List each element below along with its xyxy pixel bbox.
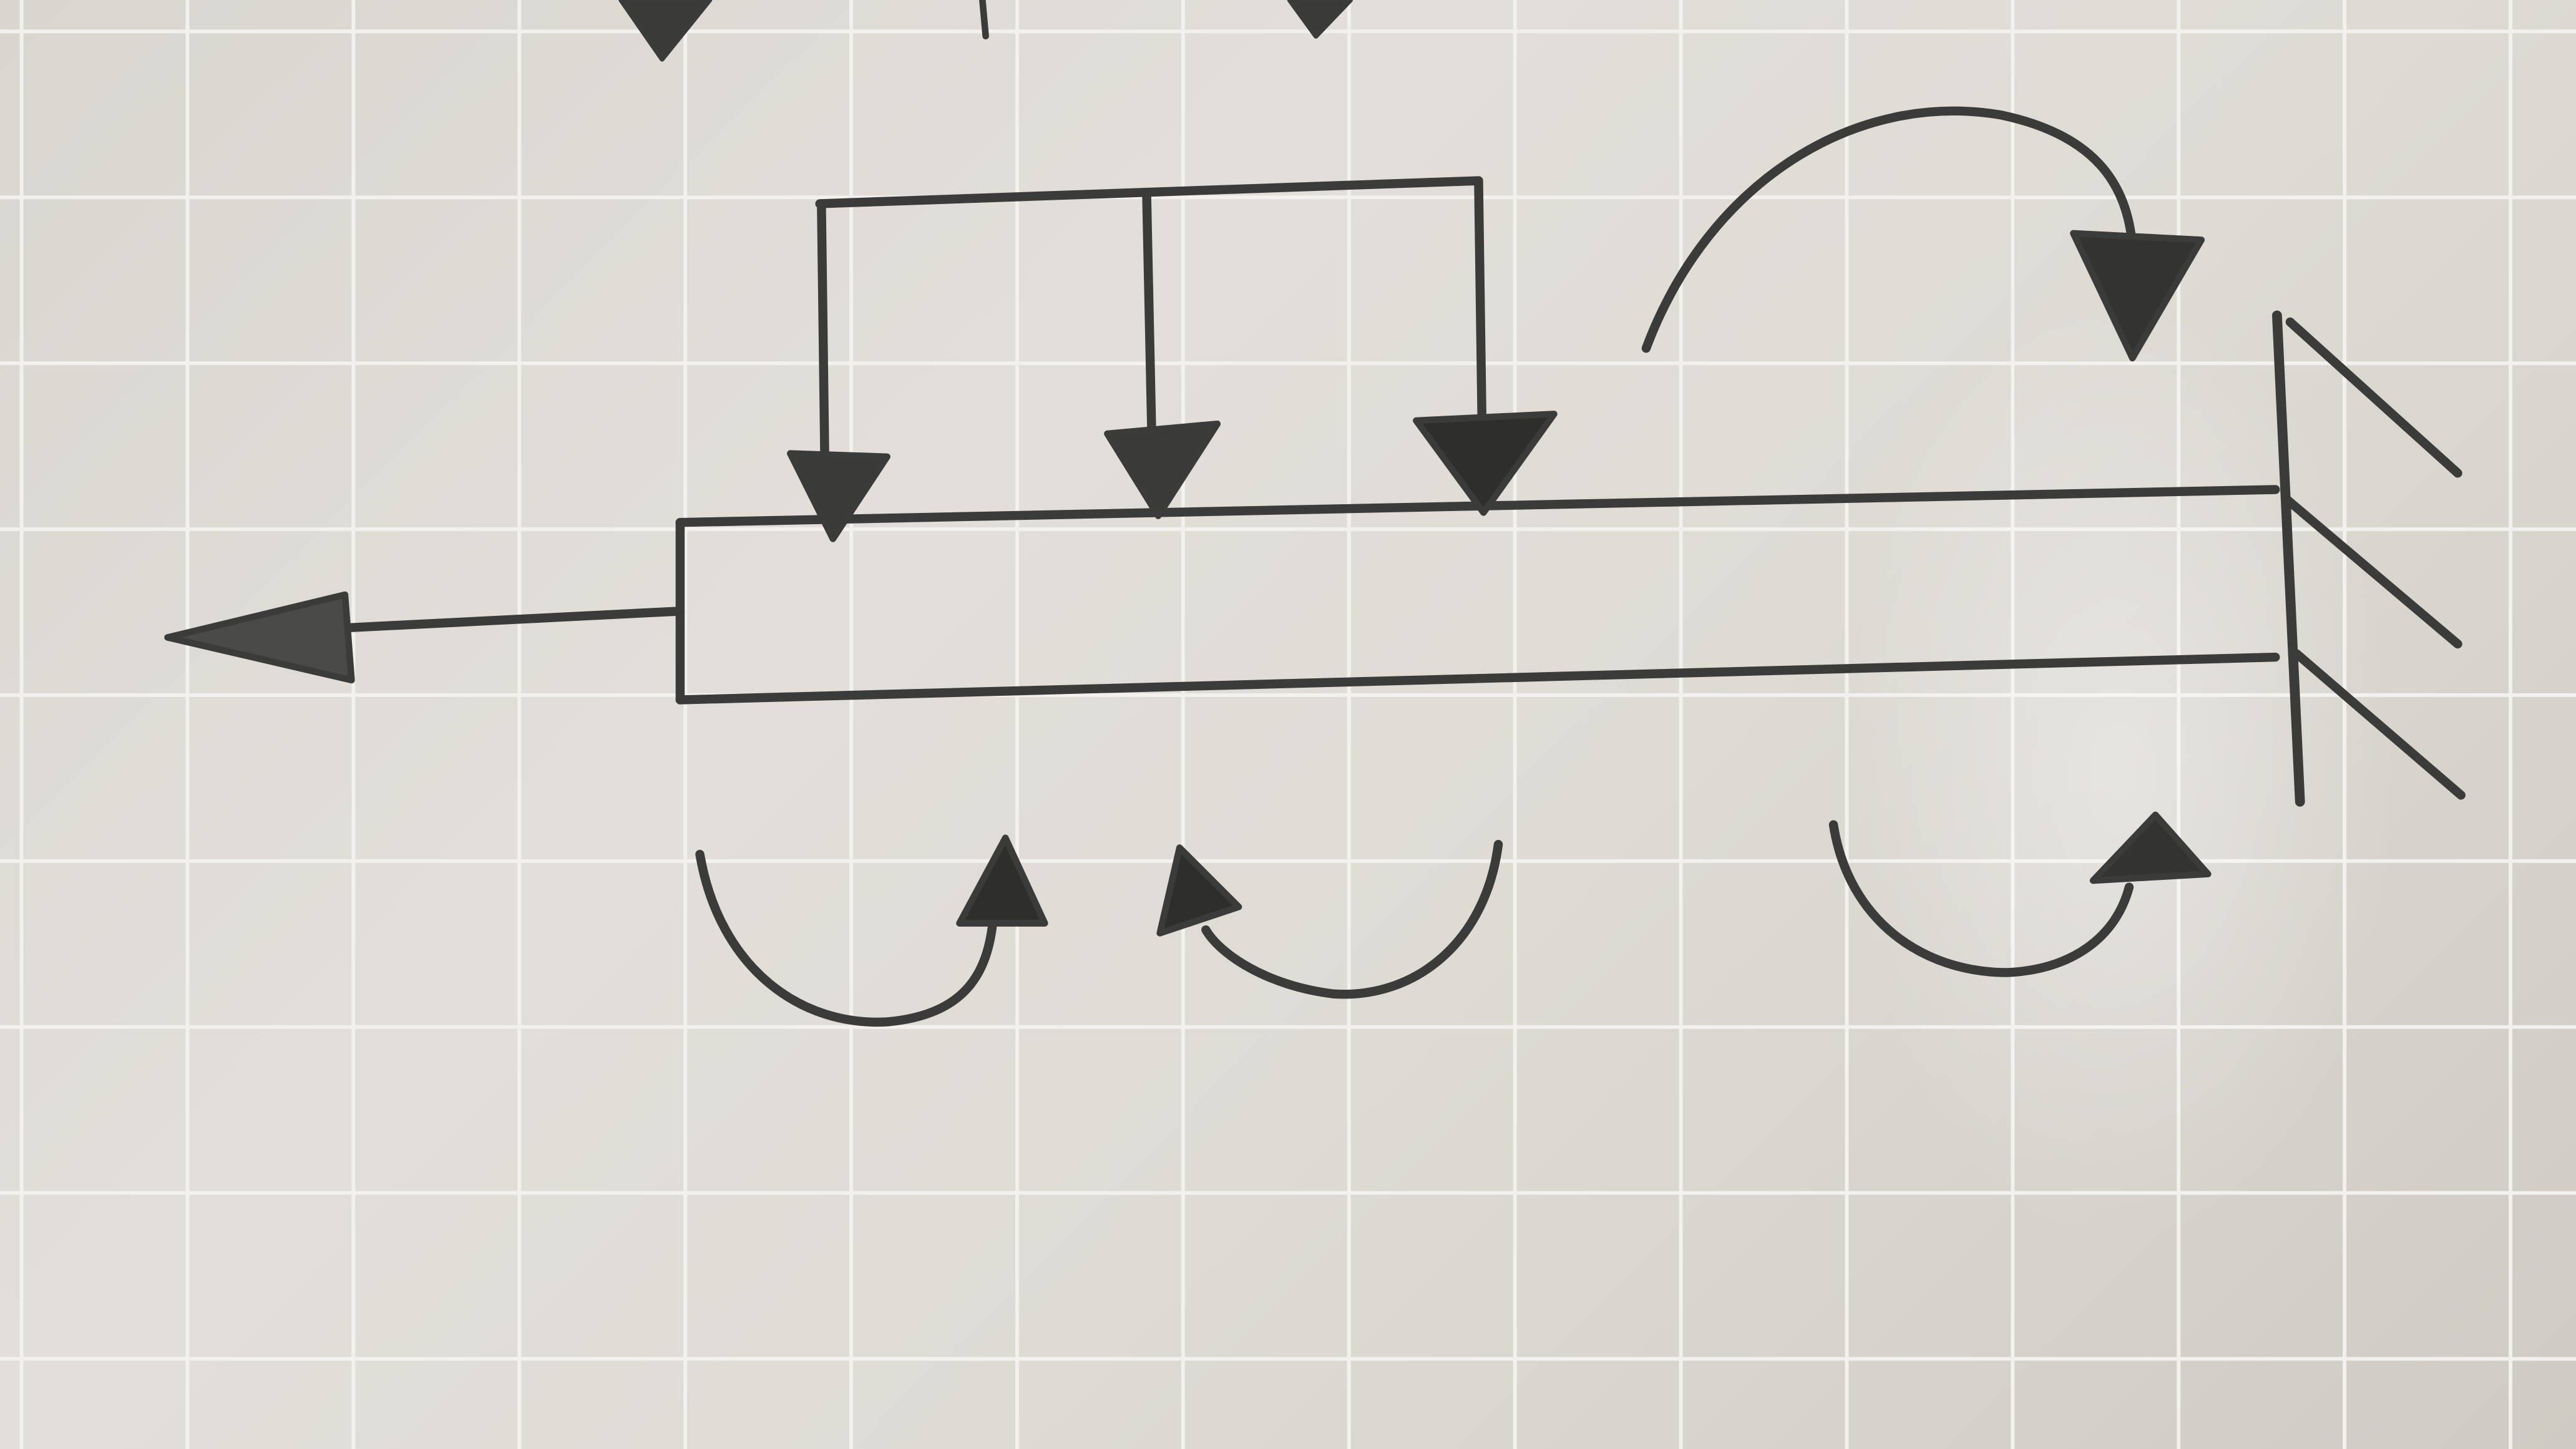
- load-arrowhead-3-icon: [1413, 411, 1558, 516]
- moment-arrow-top-right: [1641, 106, 2205, 362]
- paper-glare: [1840, 295, 2399, 1249]
- partial-arrows-top-edge: [618, 0, 1353, 62]
- moment-arrow-bottom-left: [695, 834, 1048, 1027]
- moment-arrow-bottom-middle: [1156, 839, 1503, 999]
- axial-force-arrowhead-icon: [164, 591, 355, 684]
- distributed-load: [787, 176, 1558, 542]
- moment-arrowhead-top-icon: [2070, 230, 2205, 362]
- moment-arrow-bottom-right: [1828, 811, 2212, 977]
- fixed-wall-support: [2271, 310, 2466, 807]
- moment-arrowhead-bottom-right-icon: [2089, 811, 2212, 884]
- load-arrowhead-1-icon: [787, 450, 890, 542]
- axial-force-arrow: [164, 591, 685, 684]
- moment-arrowhead-bottom-left-icon: [956, 834, 1048, 927]
- load-arrowhead-2-icon: [1104, 420, 1221, 519]
- moment-arrowhead-bottom-middle-icon: [1156, 844, 1242, 937]
